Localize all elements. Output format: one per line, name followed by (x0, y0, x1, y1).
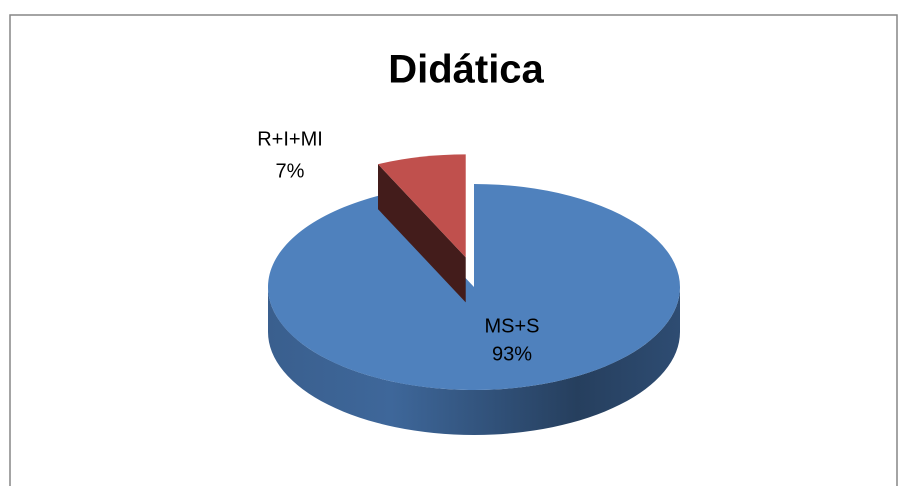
pie-slice (378, 154, 466, 258)
pie-cut-face (378, 164, 466, 303)
pie-side (268, 287, 680, 435)
slice-value-label: 93% (492, 343, 532, 365)
chart-title: Didática (388, 48, 544, 92)
slice-value-label: 7% (276, 160, 305, 182)
pie-slice (267, 184, 680, 391)
slice-category-label: MS+S (484, 315, 539, 337)
slice-category-label: R+I+MI (257, 128, 323, 150)
